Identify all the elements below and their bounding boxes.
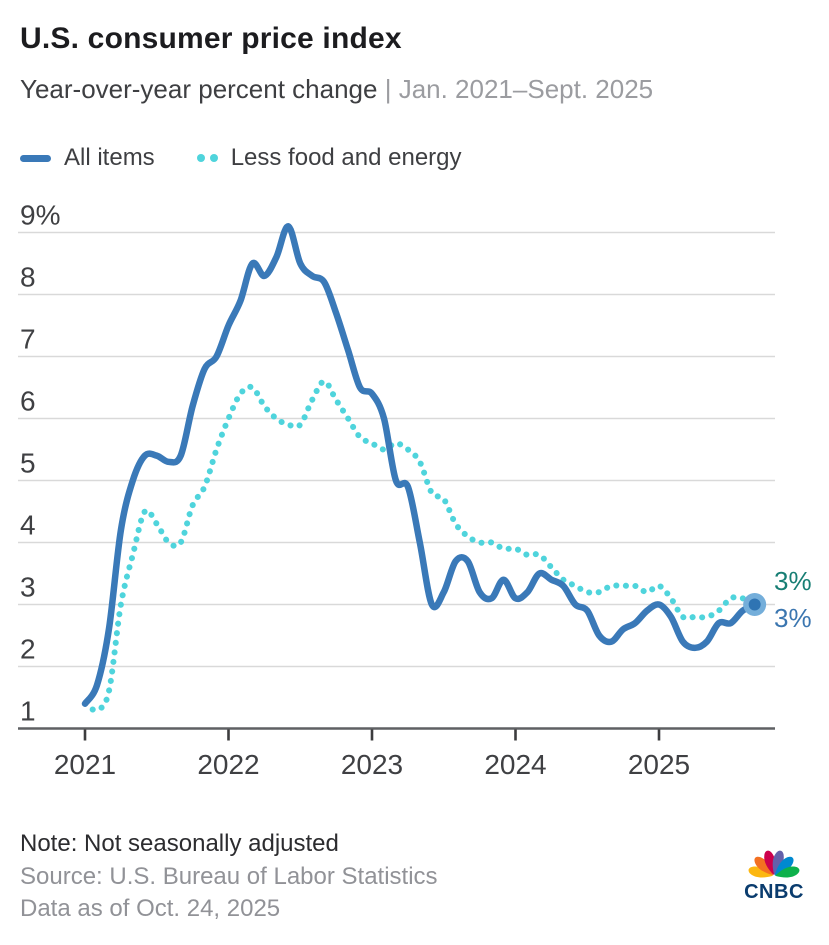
peacock-feather bbox=[772, 850, 784, 876]
end-point-dot bbox=[748, 598, 761, 611]
subtitle-separator: | bbox=[384, 74, 399, 104]
series-line-all-items bbox=[81, 223, 758, 707]
y-axis-tick-label: 1 bbox=[20, 696, 36, 727]
peacock-feather bbox=[754, 856, 774, 876]
y-axis-tick-label: 4 bbox=[20, 510, 36, 541]
y-axis-tick-label: 9% bbox=[20, 200, 60, 231]
peacock-feather bbox=[764, 850, 776, 876]
end-value-label-all-items: 3% bbox=[774, 603, 812, 633]
peacock-feather bbox=[774, 866, 800, 878]
x-axis-tick-label: 2022 bbox=[197, 749, 259, 780]
data-as-of: Data as of Oct. 24, 2025 bbox=[20, 895, 281, 922]
series-line-less-food-energy bbox=[82, 378, 758, 714]
y-axis-tick-label: 7 bbox=[20, 324, 36, 355]
legend-label-all-items: All items bbox=[64, 144, 155, 171]
cnbc-logo: CNBC bbox=[741, 837, 807, 904]
y-axis-tick-label: 3 bbox=[20, 572, 36, 603]
legend-label-less-food-energy: Less food and energy bbox=[230, 144, 462, 171]
y-axis-tick-label: 5 bbox=[20, 448, 36, 479]
dotted-line-swatch-icon bbox=[196, 154, 218, 162]
y-axis-tick-label: 2 bbox=[20, 634, 36, 665]
x-axis-tick-label: 2021 bbox=[54, 749, 116, 780]
x-axis-tick-label: 2024 bbox=[484, 749, 546, 780]
chart-legend: All items Less food and energy bbox=[20, 144, 462, 172]
chart-source: Source: U.S. Bureau of Labor Statistics bbox=[20, 863, 438, 890]
chart-subtitle: Year-over-year percent change | Jan. 202… bbox=[20, 74, 653, 105]
x-axis-tick-label: 2025 bbox=[628, 749, 690, 780]
peacock-feather bbox=[748, 866, 774, 878]
cnbc-wordmark: CNBC bbox=[744, 881, 804, 903]
peacock-feather bbox=[774, 856, 794, 876]
end-value-label-less-food-energy: 3% bbox=[774, 566, 812, 596]
legend-item-all-items: All items bbox=[20, 144, 155, 172]
y-axis-tick-label: 6 bbox=[20, 386, 36, 417]
y-axis-tick-label: 8 bbox=[20, 262, 36, 293]
subtitle-measure: Year-over-year percent change bbox=[20, 74, 385, 104]
all-items-line-swatch-icon bbox=[20, 154, 51, 162]
nbc-peacock-icon bbox=[748, 850, 800, 878]
legend-item-less-food-energy: Less food and energy bbox=[196, 144, 462, 172]
chart-note: Note: Not seasonally adjusted bbox=[20, 830, 339, 857]
x-axis-tick-label: 2023 bbox=[341, 749, 403, 780]
subtitle-period: Jan. 2021–Sept. 2025 bbox=[398, 74, 654, 104]
page-title: U.S. consumer price index bbox=[20, 22, 402, 55]
